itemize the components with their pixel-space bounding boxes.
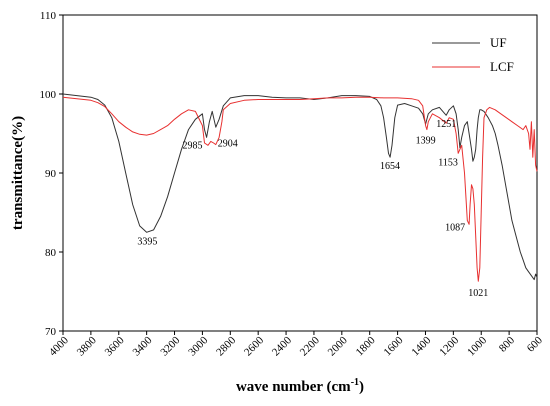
x-tick-label: 2200 [298, 334, 322, 358]
legend-label-uf: UF [490, 35, 507, 50]
peak-label: 1654 [380, 161, 400, 172]
legend-label-lcf: LCF [490, 59, 514, 74]
x-tick-label: 2000 [326, 334, 350, 358]
peak-label: 1021 [468, 288, 488, 299]
peak-label: 2985 [183, 140, 203, 151]
peak-label: 2904 [218, 139, 238, 150]
x-tick-label: 1000 [465, 334, 489, 358]
y-tick-label: 80 [45, 247, 57, 259]
x-tick-label: 2800 [214, 334, 238, 358]
x-axis-title-text: wave number (cm [236, 379, 351, 395]
plot-frame [62, 14, 538, 332]
peak-label: 1251 [436, 119, 456, 130]
y-axis-ticks: 70 80 90 100 110 [40, 10, 63, 338]
x-tick-label: 1800 [354, 334, 378, 358]
series-layer [62, 93, 538, 282]
series-line-uf [62, 93, 538, 281]
y-tick-label: 110 [40, 10, 57, 22]
x-tick-label: 3000 [186, 334, 210, 358]
y-tick-label: 90 [45, 168, 57, 180]
peak-label: 1087 [445, 222, 465, 233]
y-tick-label: 100 [40, 89, 57, 101]
y-tick-label: 70 [45, 326, 57, 338]
peak-label: 1399 [416, 136, 436, 147]
series-line-lcf [62, 96, 538, 282]
x-tick-label: 2600 [242, 334, 266, 358]
x-axis-title-suffix: ) [359, 379, 364, 395]
peak-label: 1153 [438, 157, 458, 168]
x-axis-ticks: 4000 3800 3600 3400 3200 3000 2800 2600 2400 2200… [47, 331, 545, 358]
peak-label: 3395 [137, 236, 157, 247]
x-tick-label: 3200 [158, 334, 182, 358]
x-tick-label: 800 [497, 334, 518, 355]
x-tick-label: 600 [525, 334, 546, 355]
x-axis-title-superscript: -1 [351, 377, 359, 388]
x-tick-label: 3800 [75, 334, 99, 358]
legend: UF LCF [432, 35, 514, 74]
x-axis-title: wave number (cm-1) [236, 377, 364, 395]
x-tick-label: 1600 [381, 334, 405, 358]
x-tick-label: 1400 [409, 334, 433, 358]
x-tick-label: 2400 [270, 334, 294, 358]
x-tick-label: 1200 [437, 334, 461, 358]
y-axis-title: transmittance(%) [10, 116, 26, 230]
x-tick-label: 3600 [103, 334, 127, 358]
x-tick-label: 3400 [131, 334, 155, 358]
